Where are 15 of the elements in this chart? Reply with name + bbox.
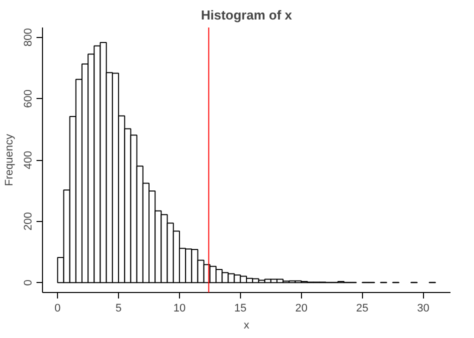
x-tick-label: 30	[417, 302, 430, 314]
chart-title: Histogram of x	[200, 8, 293, 22]
x-tick-label: 25	[356, 302, 368, 314]
y-tick-label: 200	[22, 212, 34, 231]
x-tick-label: 15	[234, 302, 247, 314]
x-tick-label: 0	[54, 302, 61, 314]
x-tick-label: 10	[173, 302, 186, 314]
x-axis-title: x	[244, 320, 250, 332]
y-tick-label: 0	[22, 280, 34, 286]
y-tick-label: 400	[22, 150, 34, 170]
y-axis-title: Frequency	[4, 134, 16, 186]
y-tick-label: 600	[22, 89, 34, 108]
x-tick-label: 20	[295, 302, 308, 314]
x-tick-label: 5	[115, 302, 122, 314]
y-tick-label: 800	[22, 28, 34, 46]
